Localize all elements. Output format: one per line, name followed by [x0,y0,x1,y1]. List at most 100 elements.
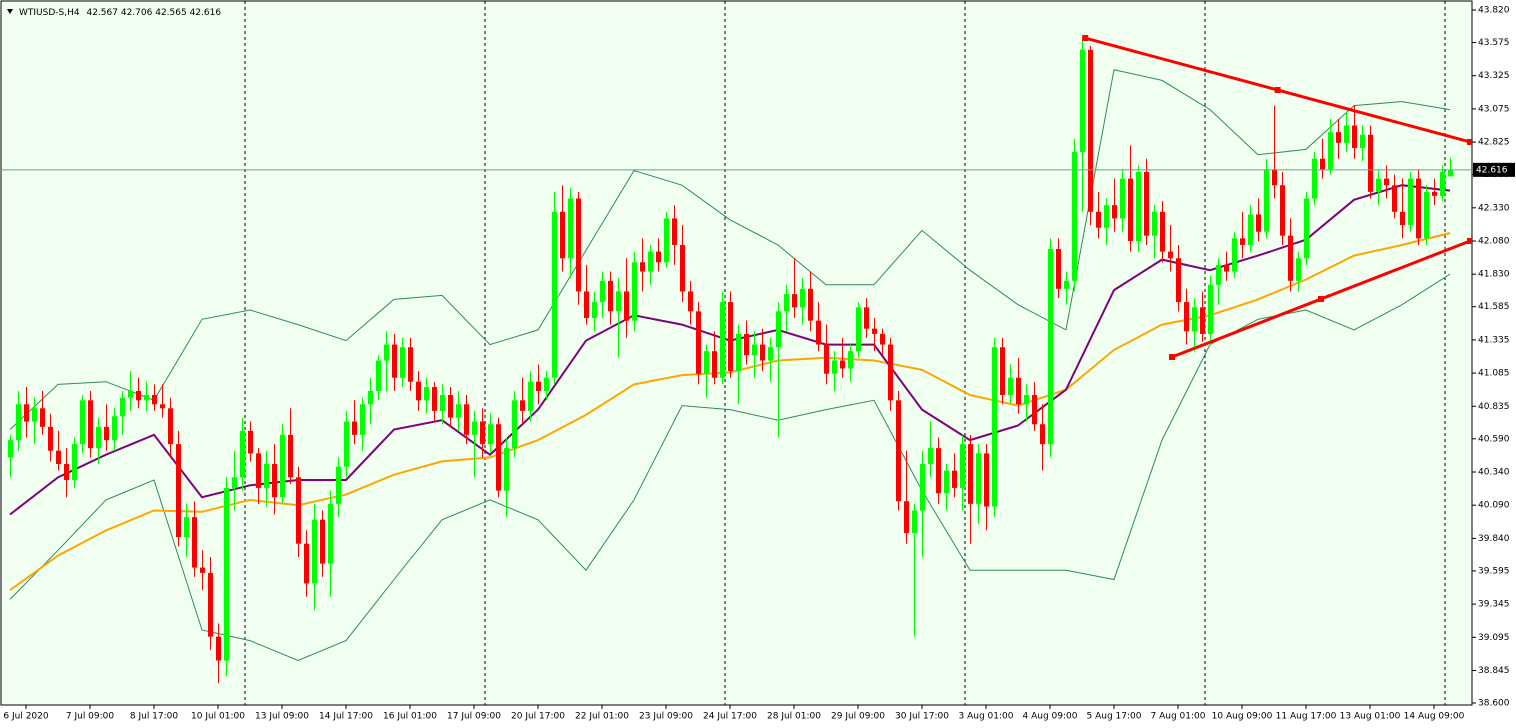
candle-body [392,344,397,378]
x-tick-label: 13 Jul 09:00 [255,712,309,722]
candle-body [1392,185,1397,212]
y-tick-label: 40.590 [1478,434,1510,444]
candle-body [896,400,901,502]
y-tick-label: 41.585 [1478,302,1510,312]
candle-body [864,307,869,329]
candle-body [256,453,261,488]
candle-body [376,360,381,392]
candle-body [832,360,837,374]
candle-body [416,381,421,401]
candle-body [1056,248,1061,289]
trendline-anchor [1467,238,1472,244]
candle-body [464,404,469,435]
x-tick-label: 8 Jul 17:00 [130,712,179,722]
candle-body [1136,171,1141,241]
y-tick-label: 43.325 [1478,71,1510,81]
candle-body [272,464,277,498]
y-tick-label: 43.575 [1478,38,1510,48]
candle-body [80,400,85,445]
candle-body [384,344,389,361]
x-tick-label: 24 Jul 17:00 [703,712,757,722]
candle-body [344,421,349,467]
candle-body [768,347,773,361]
candle-body [1152,211,1157,236]
trendline-anchor [1274,86,1281,93]
candle-body [800,288,805,308]
candle-body [728,302,733,372]
candle-body [1016,377,1021,405]
candle-body [128,391,133,398]
candle-body [912,510,917,534]
candle-body [584,291,589,318]
candle-body [960,444,965,488]
candle-body [880,333,885,345]
x-tick-label: 11 Aug 17:00 [1276,712,1337,722]
candle-body [752,344,757,356]
candle-body [928,448,933,465]
candle-body [848,351,853,369]
candle-body [760,344,765,361]
x-tick-label: 20 Jul 17:00 [511,712,565,722]
plot [1,1,1472,705]
candle-body [64,464,69,480]
candle-body [512,400,517,449]
candle-body [1304,198,1309,259]
candle-body [1344,125,1349,143]
candle-body [976,453,981,504]
candle-body [1144,171,1149,236]
candle-body [568,198,573,259]
candle-body [1160,211,1165,252]
candle-body [296,477,301,544]
candle-body [704,351,709,374]
candle-body [248,430,253,454]
candle-body [784,294,789,312]
x-tick-label: 3 Aug 01:00 [959,712,1014,722]
candle-body [1400,211,1405,226]
candle-body [1104,205,1109,228]
candle-body [1368,134,1373,192]
candle-body [264,464,269,488]
candle-body [1312,158,1317,199]
candle-body [240,430,245,478]
candle-body [104,426,109,441]
candle-body [520,400,525,411]
candle-body [1208,284,1213,334]
candle-body [1088,49,1093,212]
candle-body [1200,307,1205,334]
candle-body [1112,205,1117,219]
candle-body [920,464,925,511]
candle-body [136,391,141,401]
candle-body [1352,125,1357,149]
y-tick-label: 42.080 [1478,237,1510,247]
candle-body [232,477,237,488]
indicator-line [9,69,1451,430]
candle-body [1432,191,1437,196]
candle-body [56,450,61,465]
candle-body [336,466,341,504]
candle-body [160,404,165,409]
x-tick-label: 4 Aug 09:00 [1023,712,1078,722]
candle-body [552,211,557,378]
candle-body [72,444,77,480]
y-tick-label: 39.595 [1478,566,1510,576]
candle-body [1384,178,1389,186]
candle-body [1320,158,1325,170]
candle-body [720,302,725,378]
candle-body [24,404,29,422]
candle-body [432,387,437,411]
x-tick-label: 22 Jul 01:00 [575,712,629,722]
indicator-line [9,273,1451,662]
candle-body [1336,132,1341,143]
candle-body [448,395,453,418]
candle-body [1024,395,1029,405]
candle-body [808,288,813,321]
candle-body [576,198,581,292]
candle-body [1232,238,1237,272]
candle-body [672,218,677,245]
candle-body [1048,248,1053,445]
trendline-anchor [1169,354,1175,361]
candle-body [280,434,285,498]
candle-body [560,211,565,259]
candle-body [312,519,317,584]
candle-body [640,262,645,272]
